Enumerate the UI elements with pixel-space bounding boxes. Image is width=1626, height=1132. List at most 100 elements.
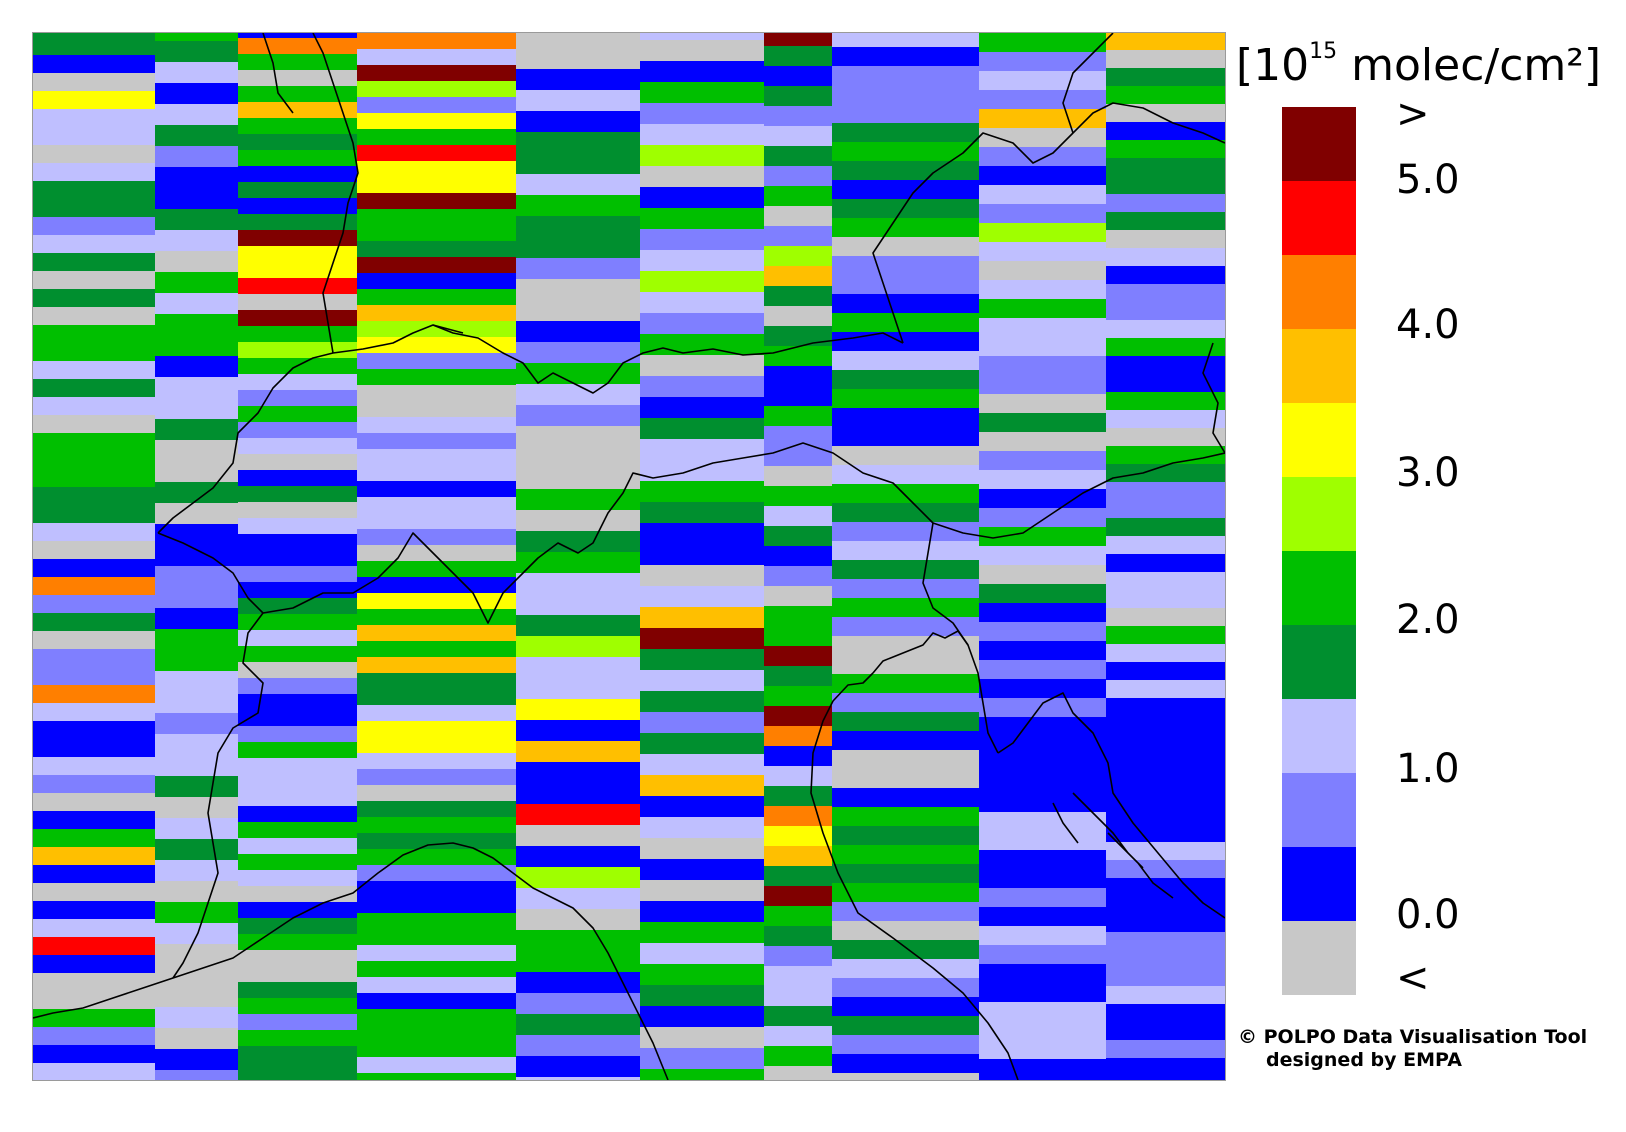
pixel-cell	[516, 279, 641, 301]
pixel-cell	[832, 902, 980, 922]
pixel-cell	[979, 71, 1107, 91]
pixel-cell	[155, 650, 239, 672]
pixel-cell	[155, 608, 239, 630]
pixel-cell	[155, 272, 239, 294]
pixel-cell	[979, 698, 1107, 718]
pixel-cell	[33, 235, 156, 254]
pixel-cell	[357, 609, 517, 626]
pixel-cell	[516, 237, 641, 259]
pixel-cell	[1106, 1040, 1225, 1059]
pixel-cell	[238, 790, 358, 807]
pixel-cell	[832, 883, 980, 903]
pixel-cell	[764, 686, 833, 707]
colorbar-swatch-5	[1282, 477, 1356, 551]
coastline-adriatic	[810, 672, 1019, 1080]
pixel-cell	[238, 982, 358, 999]
pixel-cell	[640, 565, 765, 587]
pixel-cell	[516, 615, 641, 637]
pixel-cell	[1106, 716, 1225, 735]
pixel-cell	[1106, 392, 1225, 411]
pixel-cell	[832, 408, 980, 428]
pixel-cell	[764, 486, 833, 507]
pixel-cell	[155, 146, 239, 168]
pixel-cell	[357, 625, 517, 642]
pixel-cell	[33, 775, 156, 794]
coastline-islands	[1052, 792, 1174, 899]
colorbar-unit-label: [1015 molec/cm²]	[1236, 22, 1616, 91]
pixel-cell	[1106, 338, 1225, 357]
pixel-cell	[1106, 284, 1225, 303]
pixel-cell	[357, 273, 517, 290]
pixel-cell	[155, 881, 239, 903]
coastline-venice	[872, 630, 999, 754]
pixel-cell	[238, 262, 358, 279]
border-swiss-italy	[157, 442, 1225, 624]
pixel-cell	[832, 256, 980, 276]
colorbar-label-0: 0.0	[1396, 892, 1460, 938]
pixel-cell	[516, 741, 641, 763]
pixel-cell	[155, 356, 239, 378]
pixel-cell	[516, 342, 641, 364]
pixel-cell	[832, 484, 980, 504]
pixel-cell	[832, 332, 980, 352]
pixel-cell	[357, 849, 517, 866]
pixel-cell	[357, 801, 517, 818]
pixel-cell	[33, 847, 156, 866]
pixel-cell	[1106, 500, 1225, 519]
pixel-cell	[832, 275, 980, 295]
pixel-cell	[516, 636, 641, 658]
pixel-cell	[979, 1002, 1107, 1022]
pixel-cell	[832, 237, 980, 257]
pixel-cell	[33, 145, 156, 164]
pixel-cell	[357, 33, 517, 50]
pixel-cell	[33, 91, 156, 110]
unit-exponent: 15	[1309, 39, 1338, 64]
pixel-cell	[33, 811, 156, 830]
pixel-cell	[640, 901, 765, 923]
colorbar-label-1: 1.0	[1396, 746, 1460, 792]
colorbar-swatch-8	[1282, 699, 1356, 773]
pixel-cell	[832, 218, 980, 238]
pixel-cell	[1106, 212, 1225, 231]
pixel-cell	[357, 81, 517, 98]
pixel-cell	[516, 573, 641, 595]
pixel-cell	[764, 106, 833, 127]
pixel-cell	[357, 65, 517, 82]
colorbar-label-5: 5.0	[1396, 157, 1460, 203]
pixel-cell	[640, 607, 765, 629]
pixel-cell	[155, 965, 239, 987]
pixel-cell	[979, 90, 1107, 110]
pixel-cell	[357, 817, 517, 834]
pixel-cell	[764, 866, 833, 887]
pixel-cell	[640, 670, 765, 692]
pixel-cell	[155, 167, 239, 189]
pixel-cell	[832, 978, 980, 998]
pixel-cell	[764, 426, 833, 447]
pixel-cell	[33, 109, 156, 128]
colorbar-label-3: 3.0	[1396, 450, 1460, 496]
pixel-cell	[516, 195, 641, 217]
pixel-cell	[979, 850, 1107, 870]
pixel-cell	[832, 579, 980, 599]
pixel-cell	[979, 565, 1107, 585]
pixel-cell	[238, 870, 358, 887]
pixel-cell	[357, 161, 517, 178]
pixel-cell	[640, 250, 765, 272]
pixel-cell	[238, 950, 358, 967]
pixel-cell	[979, 926, 1107, 946]
credit-text: © POLPO Data Visualisation Tool designed…	[1238, 1026, 1587, 1072]
pixel-cell	[357, 193, 517, 210]
pixel-cell	[1106, 1076, 1225, 1080]
pixel-cell	[33, 433, 156, 452]
pixel-cell	[1106, 698, 1225, 717]
pixel-cell	[764, 206, 833, 227]
pixel-cell	[155, 776, 239, 798]
pixel-cell	[1106, 590, 1225, 609]
pixel-cell	[516, 993, 641, 1015]
pixel-cell	[357, 721, 517, 738]
pixel-cell	[640, 817, 765, 839]
pixel-cell	[979, 812, 1107, 832]
pixel-cell	[238, 886, 358, 903]
pixel-cell	[764, 806, 833, 827]
pixel-cell	[33, 883, 156, 902]
